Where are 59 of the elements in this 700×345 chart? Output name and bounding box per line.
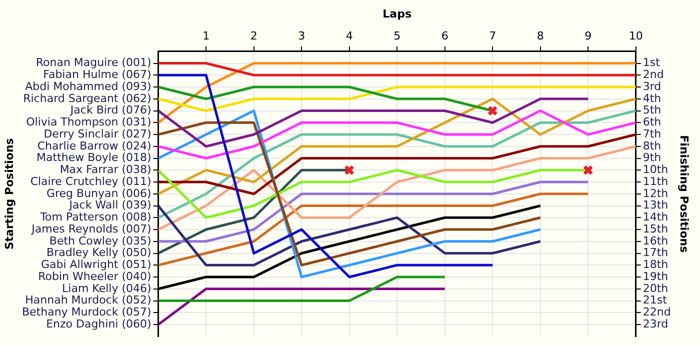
y2-tick-label: 23rd <box>642 317 668 330</box>
category-label: Matthew Boyle (018) <box>36 151 152 164</box>
y2-tick-label: 12th <box>642 186 668 200</box>
text: Starting Positions <box>2 138 16 250</box>
y2-tick-label: 2nd <box>642 68 664 82</box>
category-label: Max Farrar (038) <box>60 163 152 176</box>
category-label: Abdi Mohammed (093) <box>25 80 152 93</box>
y2-axis-title: Finishing Positions <box>678 135 691 254</box>
y2-tick-label: 18th <box>642 258 668 272</box>
y2-tick-label: 14th <box>642 210 668 224</box>
category-label: Liam Kelly (046) <box>62 282 152 295</box>
x-axis-title: Laps <box>382 7 412 20</box>
y2-tick-label: 9th <box>642 151 662 164</box>
category-label: James Reynolds (007) <box>32 222 152 236</box>
category-label: Tom Patterson (008) <box>40 210 152 224</box>
y2-tick-label: 3rd <box>642 80 662 93</box>
y2-tick-label: 7th <box>642 127 662 140</box>
y2-tick-label: 11th <box>642 174 668 188</box>
y2-tick-label: 13th <box>642 198 668 212</box>
category-label: Hannah Murdock (052) <box>25 294 152 307</box>
x-tick-label: 7 <box>489 30 496 43</box>
x-tick-label: 9 <box>584 30 592 43</box>
y2-tick-label: 16th <box>642 234 668 248</box>
category-label: Robin Wheeler (040) <box>38 270 152 283</box>
y2-tick-label: 19th <box>642 270 668 283</box>
x-tick-label: 3 <box>298 30 306 43</box>
category-label: Olivia Thompson (031) <box>26 116 152 129</box>
y2-tick-label: 8th <box>642 139 662 152</box>
category-label: Derry Sinclair (027) <box>44 127 152 140</box>
x-tick-label: 6 <box>441 30 448 43</box>
x-tick-label: 5 <box>394 30 401 43</box>
category-label: Jack Wall (039) <box>69 198 152 212</box>
x-tick-label: 1 <box>202 30 210 43</box>
category-label: Jack Bird (076) <box>70 104 152 117</box>
category-label: Beth Cowley (035) <box>49 234 152 248</box>
y2-tick-label: 22nd <box>642 306 671 319</box>
y2-tick-label: 6th <box>642 116 662 129</box>
category-label: Fabian Hulme (067) <box>43 68 152 82</box>
y2-tick-label: 4th <box>642 92 662 105</box>
y2-tick-label: 1st <box>642 56 661 70</box>
y2-tick-label: 5th <box>642 104 662 117</box>
category-label: Bradley Kelly (050) <box>46 246 152 260</box>
category-label: Ronan Maguire (001) <box>36 56 152 70</box>
y2-tick-label: 21st <box>642 294 668 307</box>
category-label: Bethany Murdock (057) <box>22 306 152 319</box>
category-label: Charlie Barrow (024) <box>37 139 152 152</box>
category-label: Claire Crutchley (011) <box>30 174 152 188</box>
x-tick-label: 8 <box>536 30 544 43</box>
y2-tick-label: 17th <box>642 246 668 260</box>
y2-tick-label: 20th <box>642 282 668 295</box>
x-tick-label: 10 <box>628 30 643 43</box>
y2-tick-label: 10th <box>642 163 668 176</box>
category-label: Enzo Daghini (060) <box>46 317 152 330</box>
x-tick-label: 2 <box>250 30 258 43</box>
x-tick-label: 4 <box>346 30 353 43</box>
category-label: Greg Bunyan (006) <box>46 186 152 200</box>
category-label: Richard Sargeant (062) <box>23 92 152 105</box>
y2-tick-label: 15th <box>642 222 668 236</box>
category-label: Gabi Allwright (051) <box>40 258 152 272</box>
